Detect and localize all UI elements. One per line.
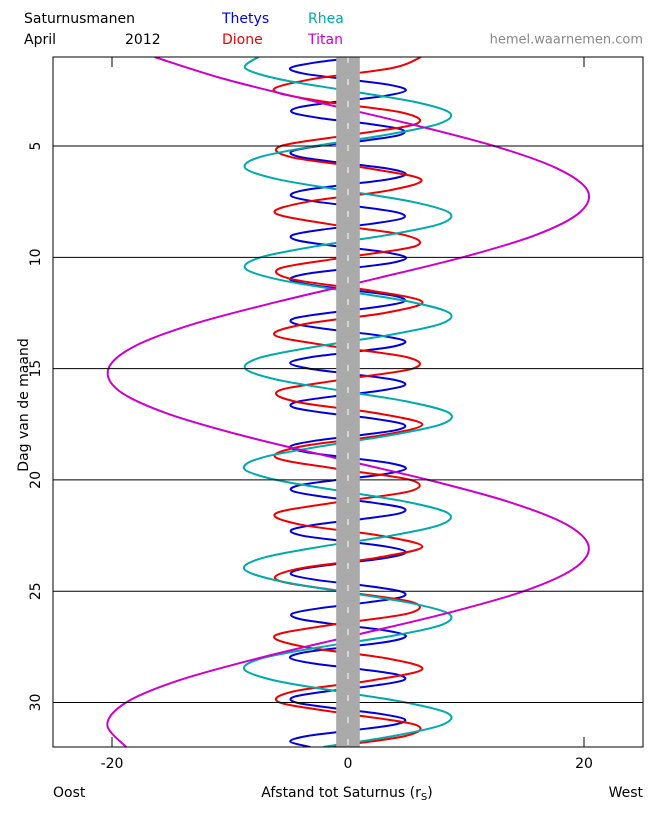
moon-curve [272, 57, 424, 747]
x-tick-label: 0 [344, 756, 353, 772]
month: April [24, 32, 56, 48]
x-tick-label: -20 [101, 756, 124, 772]
y-tick-label: 20 [28, 471, 44, 489]
moon-curve [242, 57, 453, 747]
y-tick-label: 10 [28, 248, 44, 266]
legend-entry: Thetys [221, 11, 269, 27]
y-tick-label: 15 [28, 360, 44, 378]
year: 2012 [125, 32, 161, 48]
source: hemel.waarnemen.com [490, 33, 643, 48]
x-tick-label: 20 [575, 756, 593, 772]
plot-area [106, 57, 591, 747]
x-axis-label-sub: S [421, 792, 427, 803]
saturn-band [336, 57, 360, 747]
x-axis-label: Afstand tot Saturnus (rS) [261, 785, 432, 803]
left-label: Oost [53, 785, 86, 801]
x-axis-label-close: ) [427, 785, 432, 801]
right-label: West [609, 785, 644, 801]
plot-frame [52, 56, 644, 748]
y-tick-label: 5 [28, 142, 44, 151]
chart-title: Saturnusmanen [24, 11, 135, 27]
x-axis-label-main: Afstand tot Saturnus (r [261, 785, 421, 801]
y-tick-label: 30 [28, 694, 44, 712]
legend-entry: Titan [307, 32, 343, 48]
legend-entry: Rhea [308, 11, 344, 27]
legend-entry: Dione [222, 32, 263, 48]
y-axis-label: Dag van de maand [16, 338, 32, 471]
y-tick-label: 25 [28, 582, 44, 600]
moon-curve [106, 57, 591, 747]
